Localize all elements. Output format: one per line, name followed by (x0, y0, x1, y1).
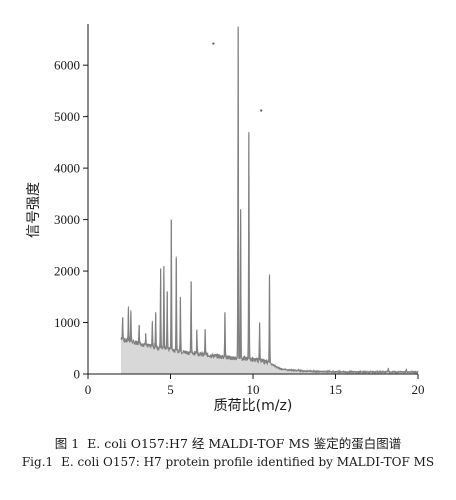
spectrum-line (120, 28, 419, 375)
stray-point-2 (260, 109, 263, 112)
x-tick-label: 10 (247, 382, 260, 397)
x-tick-label: 5 (167, 382, 174, 397)
y-axis-title: 信号强度 (26, 182, 42, 238)
y-tick-label: 3000 (54, 212, 80, 227)
caption-text-en: E. coli O157: H7 protein profile identif… (61, 455, 435, 469)
caption-text-cn: E. coli O157:H7 经 MALDI-TOF MS 鉴定的蛋白图谱 (87, 436, 402, 451)
y-tick-label: 0 (74, 367, 81, 382)
y-tick-label: 6000 (54, 58, 80, 73)
plot-area (120, 26, 419, 375)
x-tick-label: 20 (412, 382, 425, 397)
x-axis-title: 质荷比(m/z) (214, 398, 293, 414)
x-tick-label: 0 (85, 382, 92, 397)
stray-point-1 (212, 42, 215, 45)
y-tick-label: 1000 (54, 315, 80, 330)
y-tick-label: 2000 (54, 264, 80, 279)
figure-caption-chinese: 图 1 E. coli O157:H7 经 MALDI-TOF MS 鉴定的蛋白图… (0, 433, 456, 452)
x-tick-label: 15 (329, 382, 342, 397)
y-tick-label: 4000 (54, 161, 80, 176)
axes: 0 1000 2000 3000 4000 5000 6000 0 5 10 15 20 (54, 24, 425, 397)
y-tick-label: 5000 (54, 109, 80, 124)
caption-number-en: Fig.1 (21, 455, 54, 469)
caption-number-cn: 图 1 (54, 436, 80, 451)
figure-caption-english: Fig.1 E. coli O157: H7 protein profile id… (0, 455, 456, 469)
